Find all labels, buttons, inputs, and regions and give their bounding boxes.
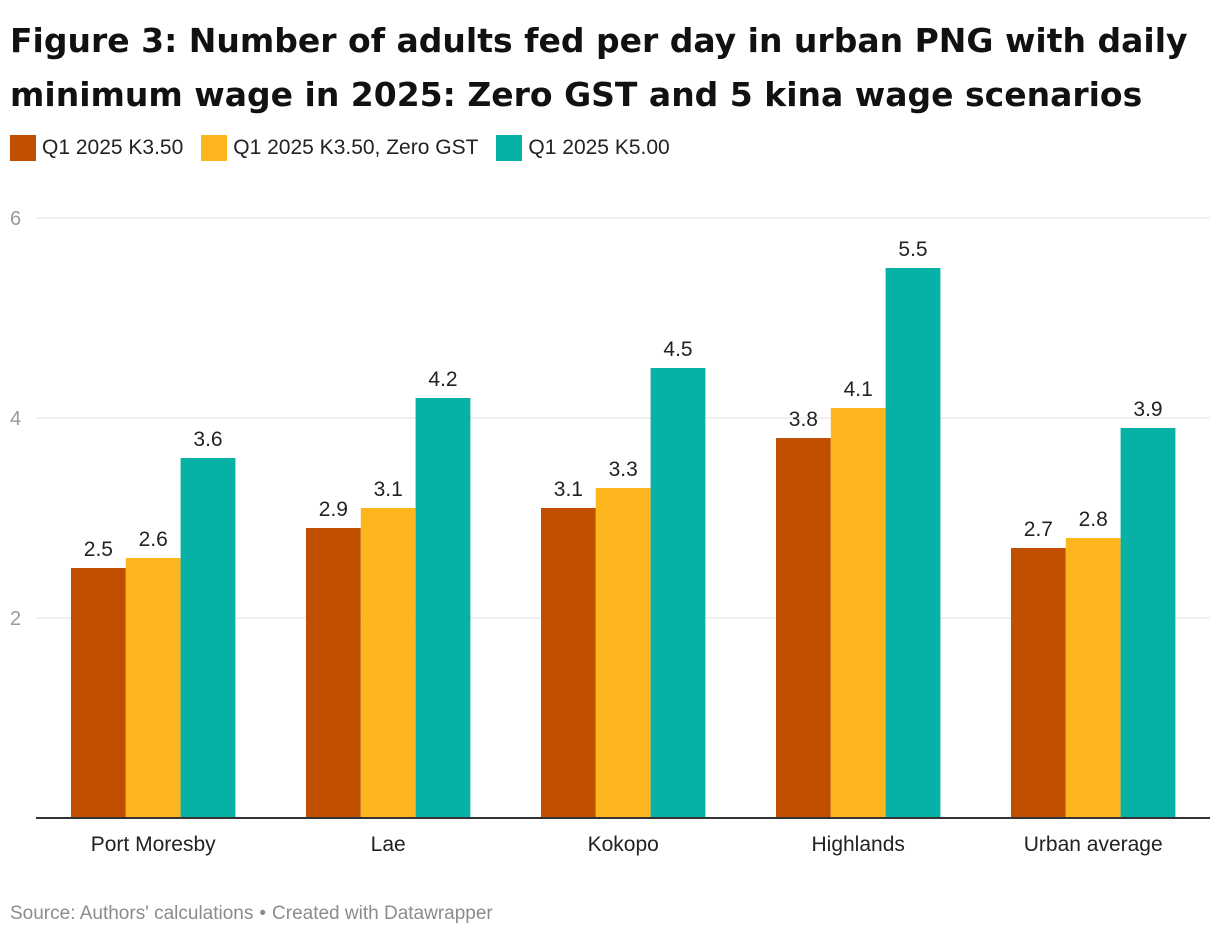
value-label: 4.1 (844, 378, 873, 401)
value-label: 3.8 (789, 408, 818, 431)
bar-3-3 (650, 368, 706, 818)
legend: Q1 2025 K3.50 Q1 2025 K3.50, Zero GST Q1… (10, 134, 670, 162)
footer-separator: • (259, 903, 267, 924)
bar-2-1 (125, 558, 181, 818)
value-label: 2.6 (139, 528, 168, 551)
bar-3-2 (415, 398, 471, 818)
x-category-label: Port Moresby (91, 833, 216, 856)
legend-item-k500: Q1 2025 K5.00 (496, 135, 670, 161)
value-label: 2.5 (84, 538, 113, 561)
bar-3-5 (1120, 428, 1176, 818)
legend-swatch-k350 (10, 135, 36, 161)
legend-swatch-k350-zero-gst (201, 135, 228, 161)
bar-1-5 (1011, 548, 1066, 818)
bar-2-2 (360, 508, 416, 818)
chart-title-line-2: minimum wage in 2025: Zero GST and 5 kin… (10, 75, 1143, 114)
bar-1-3 (541, 508, 596, 818)
x-category-label: Kokopo (588, 833, 659, 856)
bar-2-5 (1065, 538, 1121, 818)
chart-title-line-1: Figure 3: Number of adults fed per day i… (10, 21, 1188, 60)
footer: Source: Authors' calculations • Created wi… (10, 903, 493, 925)
legend-swatch-k500 (496, 135, 523, 161)
bar-3-1 (180, 458, 236, 818)
x-category-label: Highlands (811, 833, 904, 856)
legend-item-k350: Q1 2025 K3.50 (10, 135, 183, 161)
value-label: 2.9 (319, 498, 348, 521)
legend-label-k350-zero-gst: Q1 2025 K3.50, Zero GST (233, 136, 479, 159)
value-label: 4.5 (663, 338, 692, 361)
y-tick-label: 6 (10, 208, 21, 230)
value-label: 3.1 (554, 478, 583, 501)
value-label: 2.7 (1024, 518, 1053, 541)
x-category-label: Lae (371, 833, 406, 856)
value-label: 3.1 (374, 478, 403, 501)
x-category-label: Urban average (1024, 833, 1163, 856)
bar-1-4 (776, 438, 831, 818)
value-label: 4.2 (428, 368, 457, 391)
value-label: 2.8 (1079, 508, 1108, 531)
datawrapper-credit: Created with Datawrapper (272, 903, 493, 924)
bar-1-1 (71, 568, 126, 818)
y-tick-label: 2 (10, 608, 21, 630)
value-label: 3.9 (1133, 398, 1162, 421)
bar-2-4 (830, 408, 886, 818)
bar-3-4 (885, 268, 941, 818)
value-label: 5.5 (898, 238, 927, 261)
chart-title: Figure 3: Number of adults fed per day i… (10, 14, 1190, 122)
bar-1-2 (306, 528, 361, 818)
y-tick-label: 4 (10, 408, 21, 430)
value-label: 3.6 (193, 428, 222, 451)
value-label: 3.3 (609, 458, 638, 481)
legend-item-k350-zero-gst: Q1 2025 K3.50, Zero GST (201, 135, 478, 161)
bar-2-3 (595, 488, 651, 818)
source-note: Source: Authors' calculations (10, 903, 254, 924)
legend-label-k350: Q1 2025 K3.50 (42, 136, 184, 159)
legend-label-k500: Q1 2025 K5.00 (528, 136, 670, 159)
